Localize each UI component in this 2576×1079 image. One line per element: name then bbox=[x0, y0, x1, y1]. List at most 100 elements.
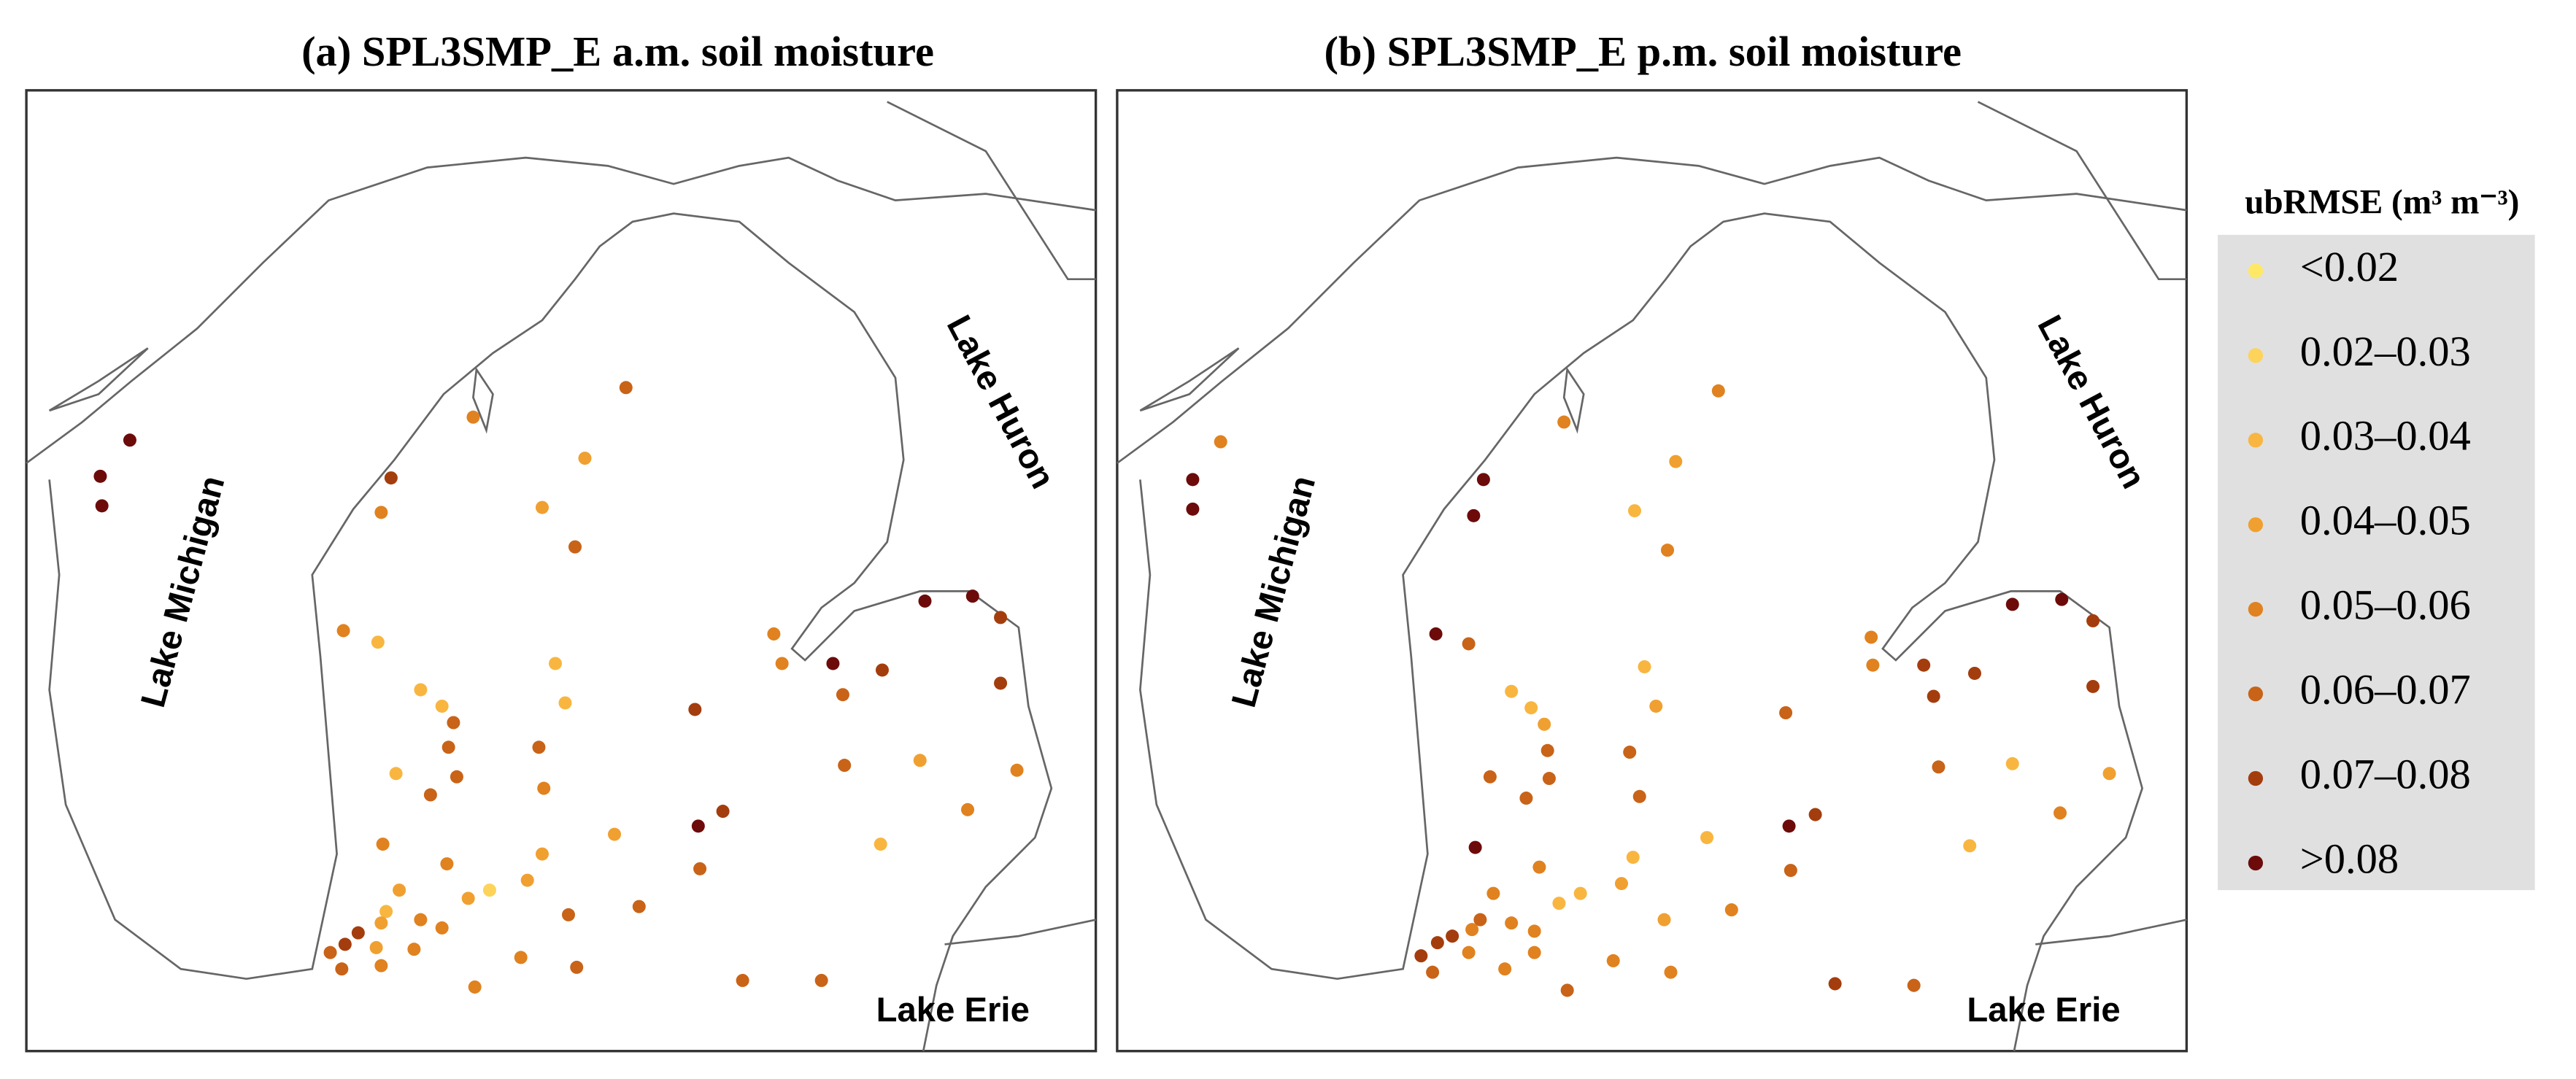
legend-label: >0.08 bbox=[2300, 835, 2399, 882]
station-dot bbox=[994, 611, 1008, 624]
legend-label: 0.07–0.08 bbox=[2300, 750, 2471, 797]
station-dot bbox=[1808, 808, 1822, 821]
station-dot bbox=[1783, 864, 1797, 878]
legend-label: 0.06–0.07 bbox=[2300, 666, 2471, 713]
station-dot bbox=[1505, 916, 1519, 930]
station-dot bbox=[578, 452, 592, 465]
station-dot bbox=[123, 433, 136, 447]
station-dot bbox=[838, 759, 852, 773]
station-dot bbox=[1186, 502, 1200, 516]
station-dot bbox=[537, 781, 551, 795]
legend-label: 0.05–0.06 bbox=[2300, 581, 2471, 629]
station-dot bbox=[1465, 923, 1479, 937]
legend-swatch bbox=[2248, 770, 2264, 786]
station-dot bbox=[2054, 806, 2067, 820]
station-dot bbox=[619, 381, 633, 395]
station-dot bbox=[414, 683, 428, 697]
station-dot bbox=[1573, 886, 1587, 900]
station-dot bbox=[568, 540, 582, 554]
station-dot bbox=[561, 908, 576, 921]
station-dot bbox=[1557, 415, 1571, 429]
legend-box bbox=[2218, 234, 2535, 891]
station-dot bbox=[736, 973, 749, 987]
station-dot bbox=[1967, 666, 1981, 680]
station-dot bbox=[423, 788, 437, 802]
station-dot bbox=[913, 754, 927, 767]
station-dot bbox=[1614, 877, 1628, 891]
station-dot bbox=[874, 838, 887, 851]
station-dot bbox=[548, 657, 562, 670]
station-dot bbox=[1473, 913, 1487, 927]
station-dot bbox=[374, 506, 388, 519]
station-dot bbox=[875, 663, 889, 677]
station-dot bbox=[1486, 886, 1500, 900]
station-dot bbox=[535, 500, 549, 514]
station-dot bbox=[441, 740, 455, 754]
station-dot bbox=[1700, 831, 1714, 845]
station-dot bbox=[691, 819, 705, 833]
legend-swatch bbox=[2248, 602, 2264, 617]
station-dot bbox=[389, 767, 403, 781]
station-dot bbox=[1429, 627, 1443, 641]
station-dot bbox=[1468, 840, 1482, 854]
station-dot bbox=[1505, 684, 1519, 698]
station-dot bbox=[336, 624, 350, 638]
station-dot bbox=[1963, 839, 1977, 853]
station-dot bbox=[482, 883, 496, 897]
station-dot bbox=[1430, 936, 1444, 950]
station-dot bbox=[466, 410, 480, 424]
station-dot bbox=[1917, 658, 1931, 672]
legend-swatch bbox=[2248, 855, 2264, 871]
station-dot bbox=[2086, 679, 2100, 693]
station-dot bbox=[1907, 978, 1921, 992]
station-dot bbox=[1483, 770, 1497, 784]
station-dot bbox=[558, 696, 572, 710]
station-dot bbox=[570, 960, 584, 974]
station-dot bbox=[1657, 913, 1671, 927]
station-dot bbox=[688, 703, 702, 716]
station-dot bbox=[338, 937, 352, 951]
station-dot bbox=[2086, 614, 2100, 627]
station-dot bbox=[1552, 897, 1566, 910]
station-dot bbox=[1540, 743, 1554, 757]
station-dot bbox=[461, 892, 475, 905]
station-dot bbox=[918, 594, 932, 608]
station-dot bbox=[775, 657, 789, 670]
station-dot bbox=[468, 980, 482, 994]
station-dot bbox=[1932, 760, 1946, 774]
station-dot bbox=[407, 943, 421, 956]
station-dot bbox=[323, 945, 337, 959]
station-dot bbox=[1669, 455, 1683, 468]
station-dot bbox=[374, 916, 388, 930]
legend-swatch bbox=[2248, 348, 2264, 363]
station-dot bbox=[379, 905, 393, 918]
station-dot bbox=[1864, 630, 1878, 644]
station-dot bbox=[1186, 473, 1200, 487]
legend-title: ubRMSE (m³ m⁻³) bbox=[2245, 184, 2519, 222]
station-dot bbox=[393, 883, 406, 897]
station-dot bbox=[447, 716, 460, 730]
station-dot bbox=[384, 471, 398, 485]
station-dot bbox=[374, 959, 388, 972]
station-dot bbox=[1711, 384, 1725, 398]
legend: <0.02 0.02–0.03 0.03–0.04 0.04–0.05 0.05–0.0… bbox=[2248, 243, 2471, 882]
station-dot bbox=[371, 635, 385, 649]
station-dot bbox=[1446, 929, 1459, 943]
legend-swatch bbox=[2248, 433, 2264, 448]
station-dot bbox=[1632, 789, 1646, 803]
station-dot bbox=[1532, 860, 1546, 874]
station-dot bbox=[1538, 717, 1551, 731]
station-dot bbox=[514, 951, 528, 964]
panel-title: (b) SPL3SMP_E p.m. soil moisture bbox=[1324, 28, 1962, 75]
station-dot bbox=[1606, 954, 1620, 967]
station-dot bbox=[961, 803, 975, 816]
station-dot bbox=[826, 657, 840, 670]
station-dot bbox=[93, 469, 107, 483]
station-dot bbox=[965, 589, 979, 603]
station-dot bbox=[1560, 983, 1574, 997]
station-dot bbox=[1527, 924, 1541, 938]
station-dot bbox=[532, 740, 546, 754]
station-dot bbox=[716, 805, 730, 819]
legend-swatch bbox=[2248, 263, 2264, 279]
